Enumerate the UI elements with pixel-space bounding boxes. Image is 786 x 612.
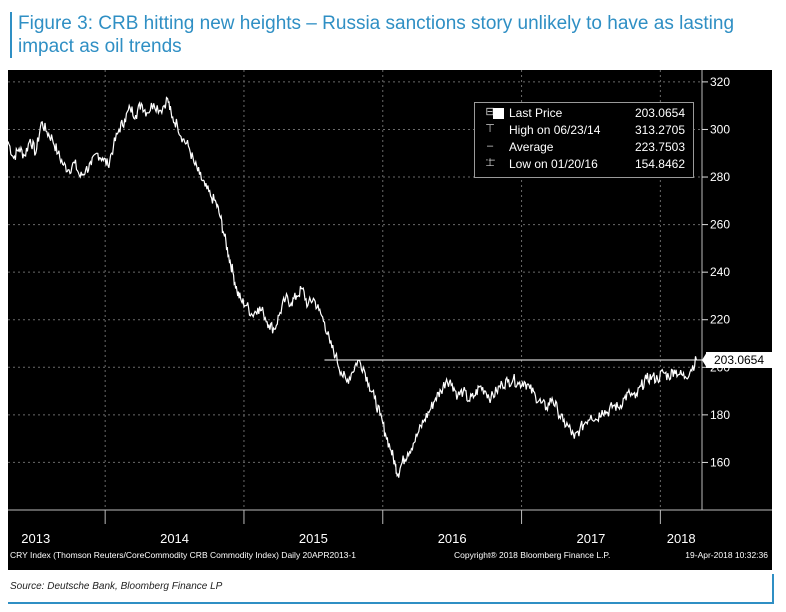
legend-low-label: Low on 01/20/16 <box>509 157 598 171</box>
legend-high-label: High on 06/23/14 <box>509 123 601 137</box>
last-price-tag <box>706 352 772 369</box>
legend-average-value: 223.7503 <box>634 140 685 154</box>
footer-timestamp: 19-Apr-2018 10:32:36 <box>685 550 768 560</box>
y-tick-label: 220 <box>710 313 730 327</box>
legend-average-label: Average <box>509 140 554 154</box>
average-marker-icon: –·– <box>485 140 495 166</box>
legend-last-price-value: 203.0654 <box>634 106 685 120</box>
source-note: Source: Deutsche Bank, Bloomberg Finance… <box>10 581 223 592</box>
high-marker-icon: ⊤ <box>485 123 495 135</box>
y-tick-label: 240 <box>710 265 730 279</box>
legend-row-low: Low on 01/20/16 154.8462 <box>509 157 689 173</box>
line-chart: 1601802002202402602803003202013201420152… <box>8 70 772 560</box>
legend-row-high: High on 06/23/14 313.2705 <box>509 123 689 139</box>
legend-low-value: 154.8462 <box>634 157 685 171</box>
y-tick-label: 160 <box>710 455 730 469</box>
legend-last-price-label: Last Price <box>509 106 563 120</box>
x-tick-label: 2017 <box>576 531 605 546</box>
collapse-icon[interactable]: ⊟ <box>485 106 495 118</box>
footer-index-name: CRY Index (Thomson Reuters/CoreCommodity… <box>10 550 356 560</box>
footer-rule <box>8 574 774 604</box>
y-tick-label: 260 <box>710 218 730 232</box>
last-price-tag-label: 203.0654 <box>714 353 764 367</box>
y-tick-label: 320 <box>710 75 730 89</box>
y-tick-label: 280 <box>710 170 730 184</box>
legend-row-average: Average 223.7503 <box>509 140 689 156</box>
x-tick-label: 2013 <box>21 531 50 546</box>
low-marker-icon: ⊥ <box>485 157 495 169</box>
legend-high-value: 313.2705 <box>634 123 685 137</box>
footer-copyright: Copyright® 2018 Bloomberg Finance L.P. <box>454 550 610 560</box>
x-tick-label: 2018 <box>667 531 696 546</box>
figure-title: Figure 3: CRB hitting new heights – Russ… <box>10 12 778 58</box>
chart-legend: ⊟ Last Price 203.0654 ⊤ High on 06/23/14… <box>474 102 694 178</box>
price-series-line <box>8 96 697 478</box>
x-tick-label: 2015 <box>299 531 328 546</box>
legend-row-last-price: Last Price 203.0654 <box>509 106 689 122</box>
y-tick-label: 300 <box>710 122 730 136</box>
x-tick-label: 2016 <box>438 531 467 546</box>
last-price-swatch <box>493 108 504 119</box>
x-tick-label: 2014 <box>160 531 189 546</box>
y-tick-label: 180 <box>710 408 730 422</box>
last-price-tag-pointer <box>702 352 707 369</box>
